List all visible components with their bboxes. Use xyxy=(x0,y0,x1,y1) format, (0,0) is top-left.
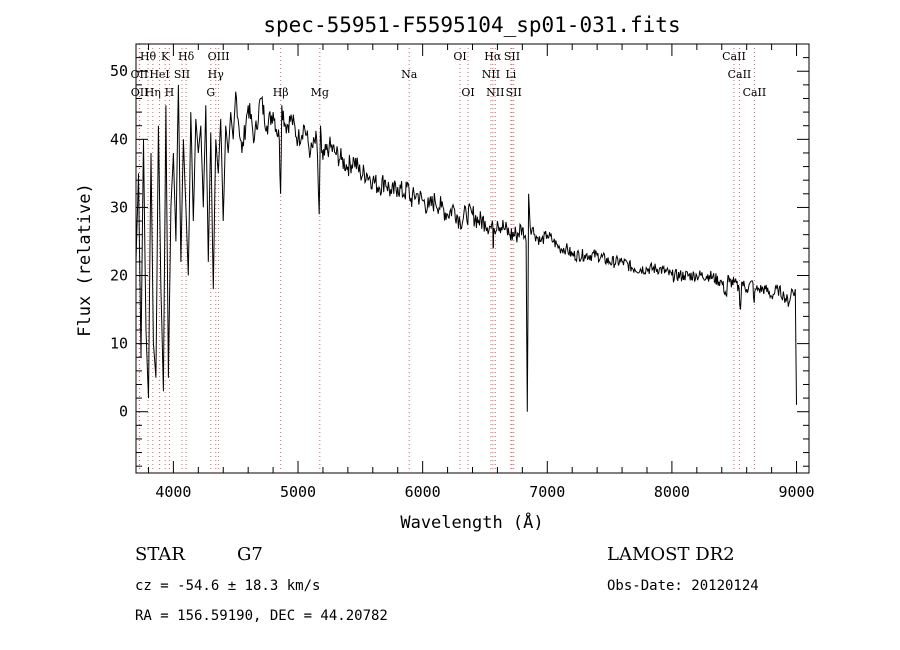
line-marker-label: Hη xyxy=(145,86,161,99)
line-marker-label: K xyxy=(161,50,170,63)
line-marker-label: NII xyxy=(486,86,504,99)
line-marker-label: Hβ xyxy=(273,86,289,99)
y-tick-label: 50 xyxy=(110,62,128,80)
line-marker-label: Hγ xyxy=(208,68,225,81)
x-tick-label: 4000 xyxy=(155,483,191,501)
line-marker-label: OII xyxy=(131,68,149,81)
y-tick-label: 40 xyxy=(110,130,128,148)
line-marker-label: Li xyxy=(505,68,516,81)
x-tick-label: 8000 xyxy=(654,483,690,501)
line-marker-label: OII xyxy=(131,86,149,99)
axis-ticks: 4000 5000 6000 7000 8000 9000 0 10 20 30 40 50 xyxy=(110,43,815,501)
obs-date-text: Obs-Date: 20120124 xyxy=(607,578,759,594)
line-marker-label: HeI xyxy=(149,68,169,81)
line-marker-label: Mg xyxy=(311,86,329,99)
line-marker-label: NII xyxy=(482,68,500,81)
line-marker-label: G xyxy=(206,86,215,99)
line-marker-label: Na xyxy=(401,68,418,81)
y-tick-label: 30 xyxy=(110,198,128,216)
x-axis-label: Wavelength (Å) xyxy=(400,511,543,533)
line-marker-label: OI xyxy=(461,86,474,99)
y-tick-label: 0 xyxy=(119,403,128,421)
line-marker-label: OIII xyxy=(208,50,230,63)
spectral-class: G7 xyxy=(237,544,263,565)
spectrum-series xyxy=(135,84,797,412)
x-tick-label: 7000 xyxy=(529,483,565,501)
coordinates-text: RA = 156.59190, DEC = 44.20782 xyxy=(135,608,388,624)
velocity-text: cz = -54.6 ± 18.3 km/s xyxy=(135,578,320,594)
line-marker-label: OI xyxy=(453,50,466,63)
y-tick-label: 10 xyxy=(110,335,128,353)
y-axis-label: Flux (relative) xyxy=(75,183,95,337)
line-marker-label: SII xyxy=(506,86,522,99)
line-marker-label: Hθ xyxy=(140,50,157,63)
x-tick-label: 6000 xyxy=(405,483,441,501)
line-marker-label: Hδ xyxy=(178,50,195,63)
line-marker-label: SII xyxy=(174,68,190,81)
line-marker-label: CaII xyxy=(722,50,746,63)
line-markers xyxy=(138,44,755,473)
object-type: STAR xyxy=(135,544,185,565)
x-tick-label: 5000 xyxy=(280,483,316,501)
line-marker-label: H xyxy=(165,86,175,99)
spectrum-line xyxy=(135,84,797,412)
y-tick-label: 20 xyxy=(110,267,128,285)
chart-title: spec-55951-F5595104_sp01-031.fits xyxy=(263,13,680,37)
x-tick-label: 9000 xyxy=(778,483,814,501)
line-marker-label: CaII xyxy=(743,86,767,99)
line-marker-label: Hα xyxy=(484,50,502,63)
line-marker-label: CaII xyxy=(728,68,752,81)
line-marker-label: SII xyxy=(504,50,520,63)
survey-name: LAMOST DR2 xyxy=(607,544,735,565)
